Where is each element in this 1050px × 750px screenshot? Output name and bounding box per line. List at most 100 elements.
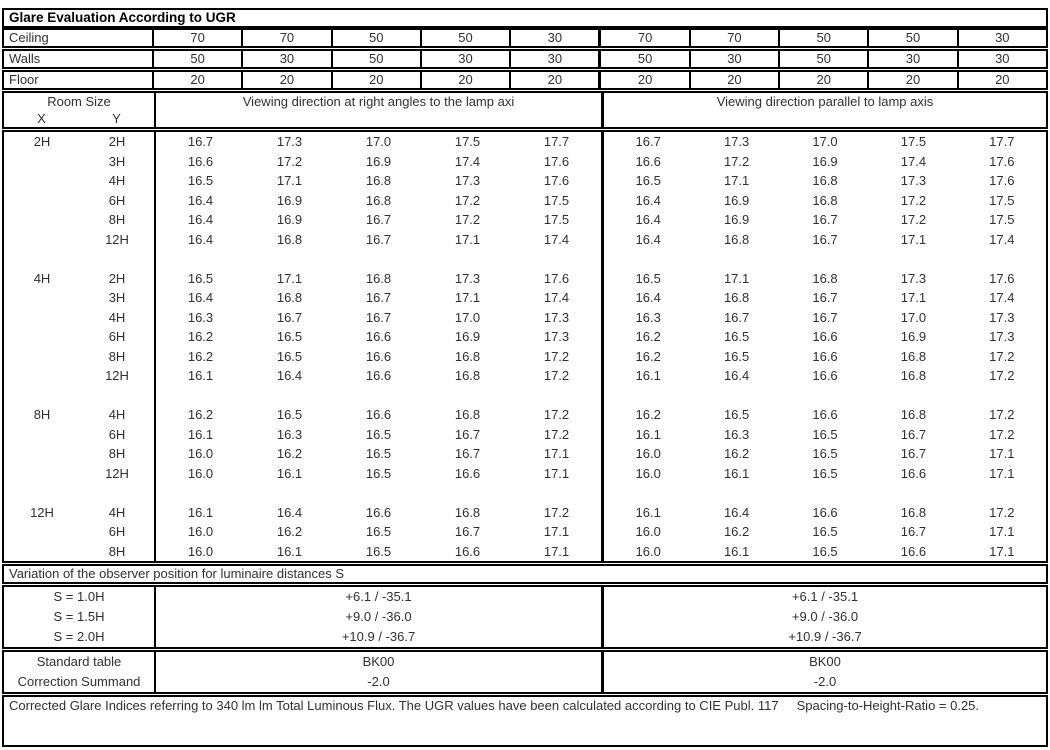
ugr-value: 17.5 — [900, 134, 927, 149]
ugr-value: 17.3 — [454, 270, 481, 286]
ugr-value: 16.7 — [365, 290, 392, 305]
ugr-value: 16.0 — [187, 446, 214, 461]
ugr-value: 17.0 — [812, 134, 838, 149]
ugr-value: 16.7 — [454, 426, 481, 442]
ugr-value: 17.2 — [543, 426, 570, 442]
parallel-values: 16.0 16.1 16.5 16.6 17.1 — [604, 542, 1046, 562]
ugr-value: 16.5 — [276, 329, 303, 344]
surface-label: Ceiling — [4, 30, 154, 46]
xy-header: X Y — [4, 110, 154, 127]
ugr-value: 16.4 — [187, 290, 214, 305]
ugr-value: 17.1 — [543, 543, 570, 559]
surface-value-cell: 70 — [601, 30, 691, 46]
standard-row: Correction Summand -2.0 -2.0 — [4, 672, 1046, 692]
ugr-value: 17.4 — [900, 153, 927, 169]
ugr-value: 16.6 — [365, 504, 392, 520]
ugr-value: 17.1 — [989, 543, 1015, 559]
ugr-value: 16.3 — [723, 426, 750, 442]
room-size-label: Room Size — [47, 94, 111, 109]
ugr-value: 16.0 — [187, 524, 214, 539]
ugr-value: 16.3 — [187, 309, 214, 325]
ugr-value: 16.6 — [365, 368, 392, 383]
ugr-value — [334, 249, 423, 269]
ugr-value: 16.6 — [365, 329, 392, 344]
ugr-value — [869, 483, 957, 503]
surface-value-cell: 30 — [995, 30, 1010, 45]
ugr-value: 17.2 — [989, 407, 1015, 422]
ugr-value: 16.4 — [635, 290, 661, 305]
surface-value-cell: 50 — [333, 30, 422, 46]
ugr-value: 17.6 — [989, 173, 1015, 188]
ugr-value — [512, 249, 601, 269]
ugr-value: 16.7 — [365, 309, 392, 325]
ugr-value — [958, 483, 1046, 503]
ugr-value: 16.5 — [365, 543, 392, 559]
variation-distance-label: S = 1.0H — [4, 587, 156, 607]
ugr-value: 16.5 — [276, 348, 303, 364]
surface-value-cell: 30 — [869, 51, 959, 67]
right-angles-values: 16.2 16.5 16.6 16.9 17.3 — [156, 327, 604, 347]
variation-title-row: Variation of the observer position for l… — [2, 564, 1048, 584]
ugr-value: 17.2 — [900, 212, 927, 227]
ugr-value — [512, 483, 601, 503]
ugr-value: 17.2 — [454, 192, 481, 208]
ugr-value: 17.1 — [276, 270, 303, 286]
right-angles-values: 16.2 16.5 16.6 16.8 17.2 — [156, 405, 604, 425]
ugr-value: 17.2 — [989, 348, 1015, 364]
ugr-value: 16.1 — [723, 465, 750, 481]
ugr-value: 17.6 — [543, 270, 570, 286]
ugr-value: 16.5 — [812, 524, 838, 539]
surface-row-floor: Floor 20 20 20 20 20 20 20 20 20 20 — [2, 70, 1048, 90]
parallel-values — [604, 386, 1046, 406]
right-angles-values: 16.4 16.9 16.7 17.2 17.5 — [156, 210, 604, 230]
ugr-value — [423, 249, 512, 269]
observer-variation-section: S = 1.0H +6.1 / -35.1 +6.1 / -35.1 S = 1.5H… — [2, 585, 1048, 649]
ugr-value: 16.7 — [723, 309, 750, 325]
ugr-value: 16.0 — [187, 465, 214, 481]
parallel-values: 16.4 16.9 16.8 17.2 17.5 — [604, 191, 1046, 211]
ugr-value — [781, 386, 869, 406]
ugr-value: 16.5 — [723, 348, 750, 364]
room-y-label: 6H — [80, 424, 156, 444]
ugr-value: 17.5 — [454, 134, 481, 149]
ugr-value: 16.5 — [812, 465, 838, 481]
ugr-value: 16.4 — [187, 212, 214, 227]
ugr-value: 16.0 — [635, 524, 661, 539]
ugr-value: 16.5 — [812, 543, 838, 559]
data-row: 8H 4H 16.2 16.5 16.6 16.8 17.2 16.2 16.5 16.6 16.8… — [4, 405, 1046, 425]
surface-row-ceiling: Ceiling 70 70 50 50 30 70 70 50 50 30 — [2, 28, 1048, 48]
ugr-value: 16.7 — [365, 212, 392, 227]
ugr-value — [512, 386, 601, 406]
ugr-value: 16.4 — [723, 368, 750, 383]
right-angles-values: 16.6 17.2 16.9 17.4 17.6 — [156, 151, 604, 171]
right-angles-values: 16.5 17.1 16.8 17.3 17.6 — [156, 171, 604, 191]
ugr-value: 16.8 — [812, 192, 838, 208]
footer-note: Corrected Glare Indices referring to 340… — [2, 695, 1048, 747]
y-column-label: Y — [112, 111, 121, 126]
room-x-label — [4, 425, 80, 445]
room-x-label — [4, 366, 80, 386]
ugr-value — [334, 386, 423, 406]
parallel-values: 16.5 17.1 16.8 17.3 17.6 — [604, 269, 1046, 289]
standard-row: Standard table BK00 BK00 — [4, 652, 1046, 672]
parallel-values: 16.4 16.9 16.7 17.2 17.5 — [604, 210, 1046, 230]
ugr-value: 17.0 — [900, 309, 927, 325]
ugr-value: 16.5 — [723, 407, 750, 422]
ugr-value — [958, 386, 1046, 406]
data-row: 6H 16.4 16.9 16.8 17.2 17.5 16.4 16.9 16.8 17.2 17… — [4, 190, 1046, 211]
ugr-value: 17.7 — [989, 134, 1015, 149]
ugr-value: 16.2 — [187, 329, 214, 344]
ugr-value: 17.3 — [723, 134, 750, 149]
ugr-value: 17.3 — [989, 309, 1015, 325]
ugr-value: 16.6 — [812, 329, 838, 344]
ugr-value: 16.8 — [365, 270, 392, 286]
ugr-value: 16.1 — [276, 543, 303, 559]
ugr-value: 16.5 — [635, 270, 661, 286]
surface-value-cell: 30 — [511, 51, 602, 67]
ugr-value: 16.9 — [276, 212, 303, 227]
right-angles-values: 16.2 16.5 16.6 16.8 17.2 — [156, 346, 604, 366]
ugr-value: 16.2 — [187, 348, 214, 364]
data-row: 12H 4H 16.1 16.4 16.6 16.8 17.2 16.1 16.4 16.6 16.… — [4, 502, 1046, 522]
room-y-label: 4H — [80, 307, 156, 327]
